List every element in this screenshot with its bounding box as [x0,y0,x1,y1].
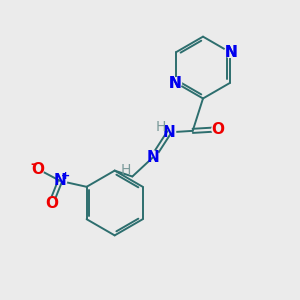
Text: +: + [61,171,70,181]
Text: O: O [211,122,224,137]
Text: N: N [224,45,237,60]
Text: N: N [169,76,182,91]
Circle shape [171,78,181,88]
Text: -: - [31,158,36,171]
Text: N: N [54,173,67,188]
Circle shape [32,163,44,175]
Text: N: N [169,76,182,91]
Circle shape [146,151,159,164]
Text: H: H [121,163,131,177]
Circle shape [45,197,57,209]
Circle shape [54,174,67,188]
Text: N: N [147,150,159,165]
Text: O: O [32,162,44,177]
Text: O: O [45,196,58,211]
Circle shape [212,124,224,135]
Text: N: N [163,125,175,140]
Text: H: H [156,120,166,134]
Text: N: N [224,45,237,60]
Circle shape [224,47,235,57]
Circle shape [163,126,176,139]
